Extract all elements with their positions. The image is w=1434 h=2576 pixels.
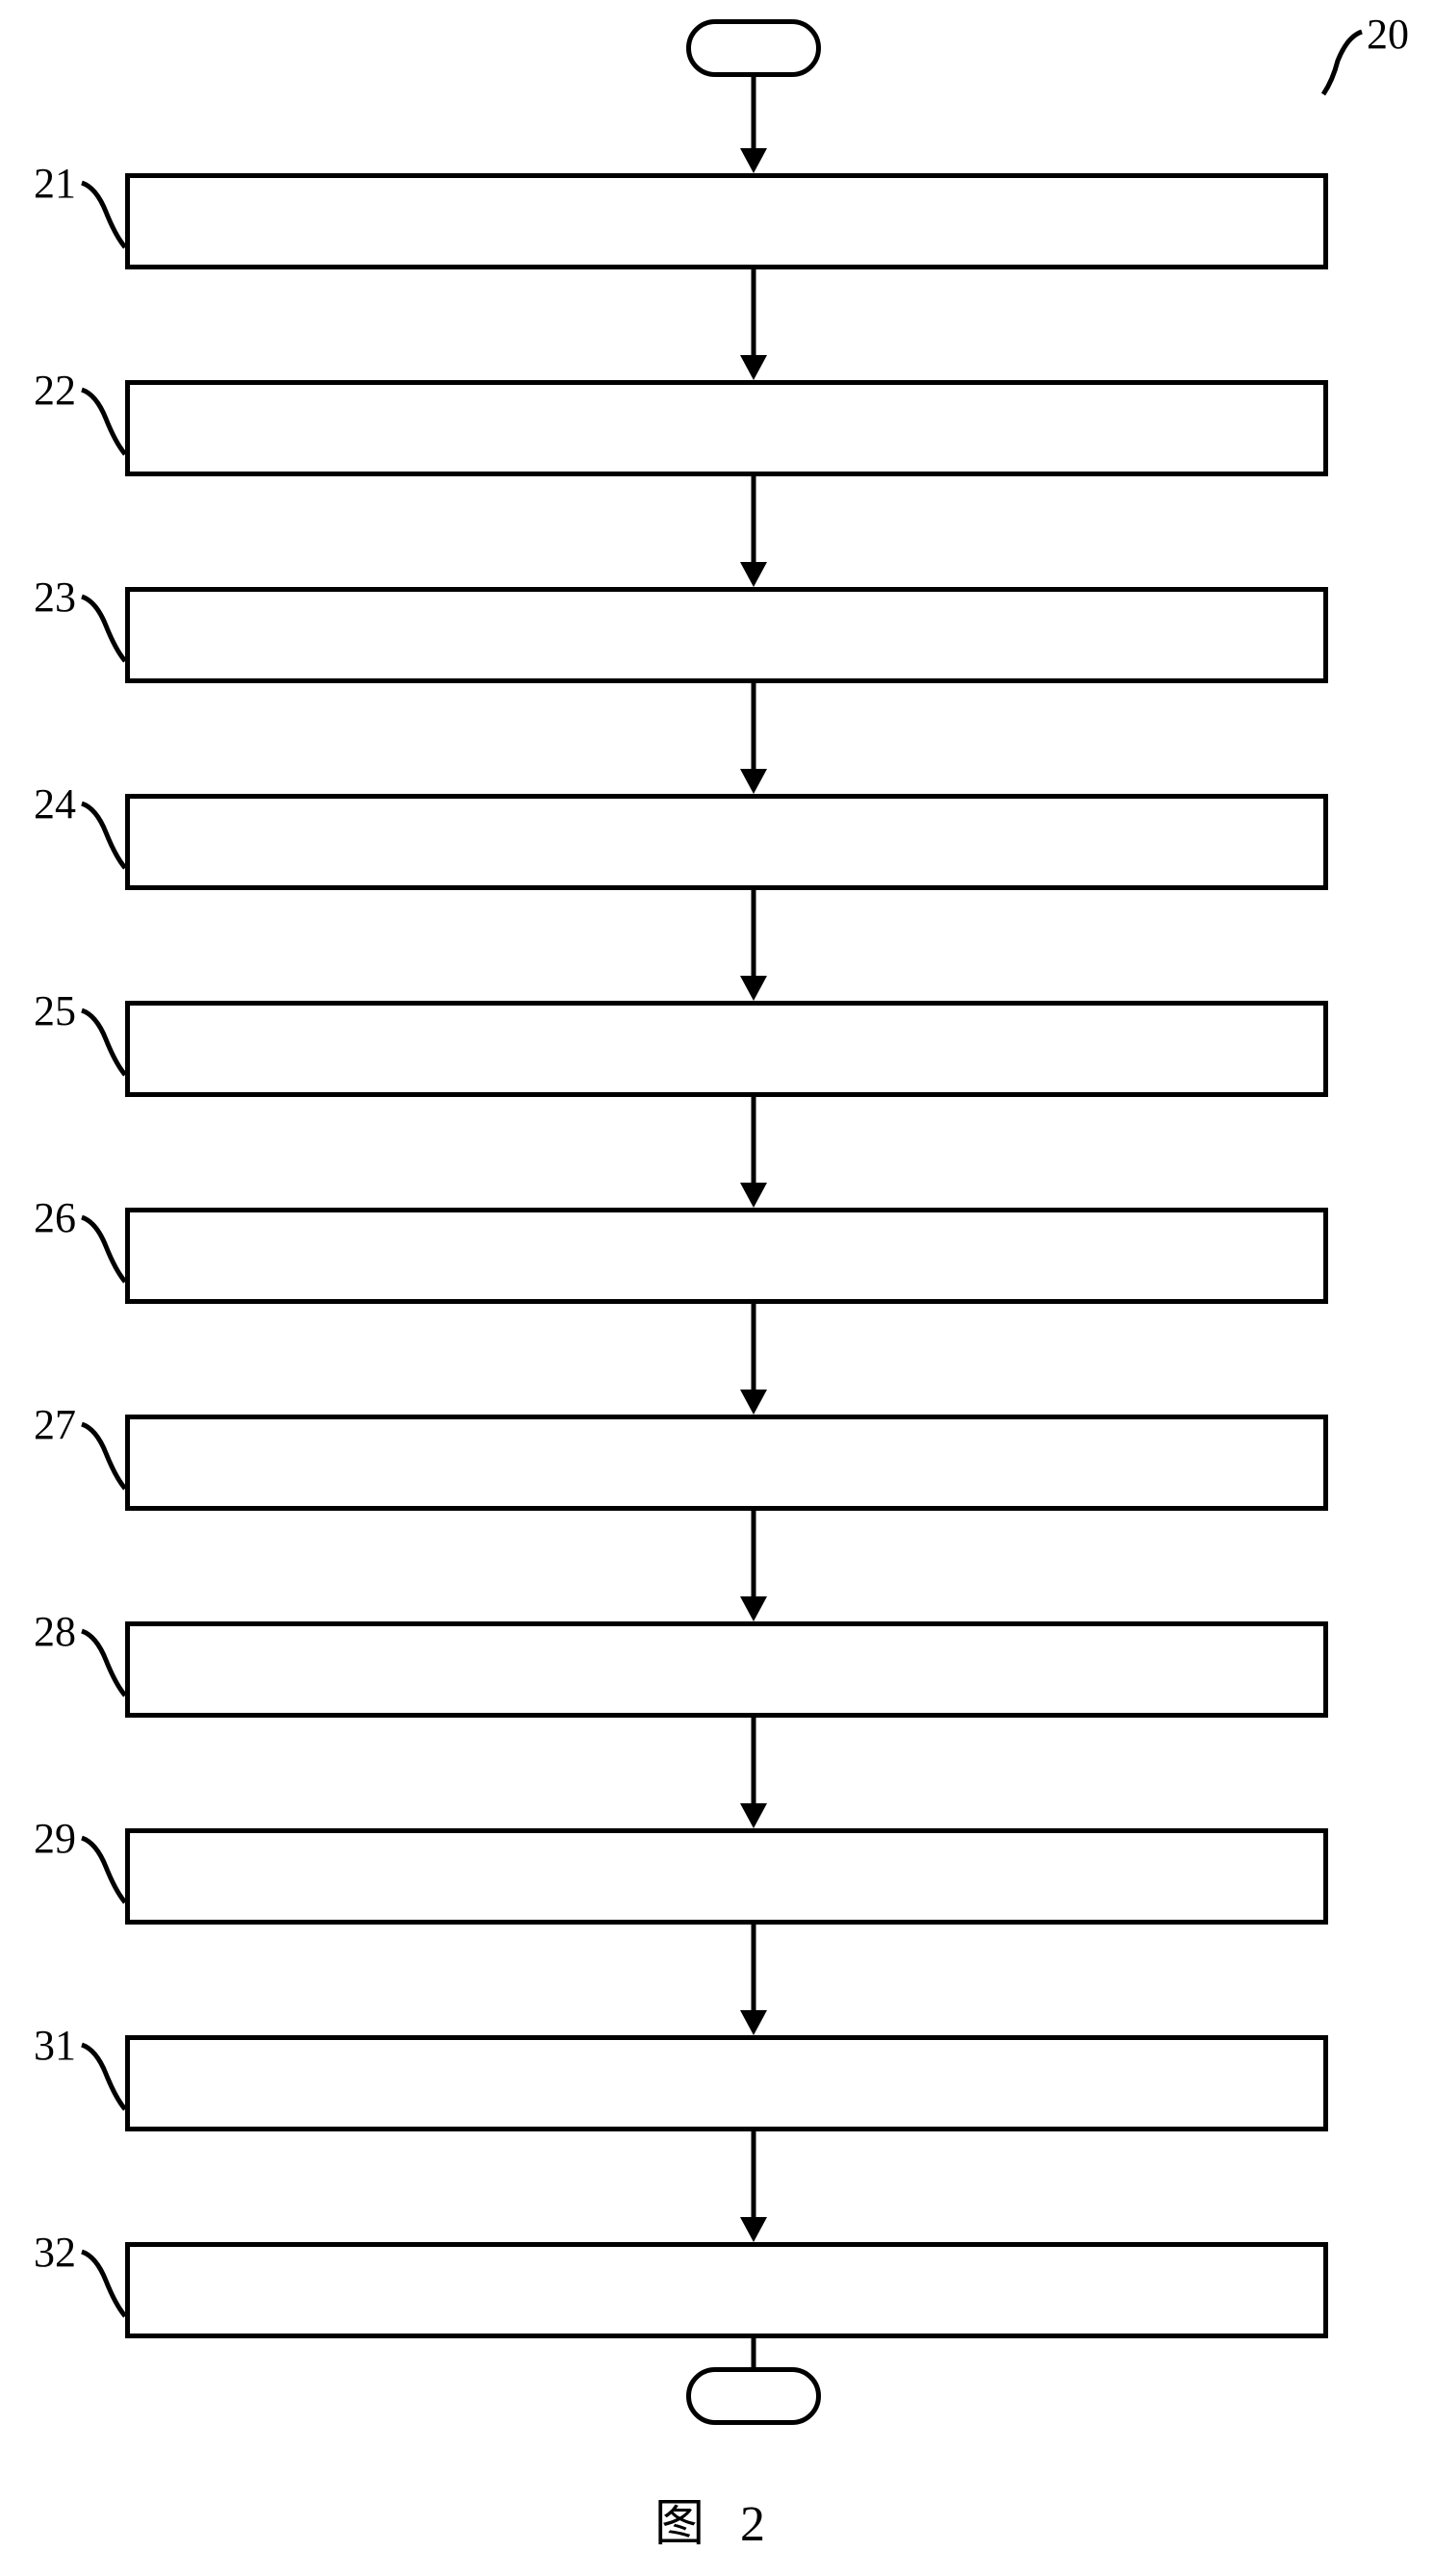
box-label-26: 26 — [34, 1193, 76, 1242]
arrow-10 — [736, 2131, 771, 2242]
arrow-3 — [736, 683, 771, 794]
process-box-31 — [125, 2035, 1328, 2131]
arrow-1 — [736, 269, 771, 380]
lead-line-32 — [77, 2247, 130, 2324]
arrow-5 — [736, 1097, 771, 1208]
process-box-28 — [125, 1621, 1328, 1718]
box-label-27: 27 — [34, 1400, 76, 1449]
box-label-32: 32 — [34, 2228, 76, 2277]
box-label-22: 22 — [34, 366, 76, 415]
arrow-7 — [736, 1511, 771, 1621]
lead-line-28 — [77, 1626, 130, 1703]
lead-line-22 — [77, 385, 130, 462]
arrow-end — [736, 2338, 771, 2367]
process-box-25 — [125, 1001, 1328, 1097]
process-box-29 — [125, 1828, 1328, 1925]
process-box-21 — [125, 173, 1328, 269]
process-box-22 — [125, 380, 1328, 476]
box-label-23: 23 — [34, 573, 76, 622]
arrow-2 — [736, 476, 771, 587]
box-label-28: 28 — [34, 1607, 76, 1656]
lead-line-29 — [77, 1833, 130, 1910]
terminator-end — [686, 2367, 821, 2425]
lead-line-21 — [77, 178, 130, 255]
lead-line-26 — [77, 1212, 130, 1289]
arrow-8 — [736, 1718, 771, 1828]
lead-line-24 — [77, 799, 130, 876]
terminator-start — [686, 19, 821, 77]
arrow-4 — [736, 890, 771, 1001]
box-label-24: 24 — [34, 779, 76, 829]
lead-line-23 — [77, 592, 130, 669]
arrow-9 — [736, 1925, 771, 2035]
flowchart-diagram: 20 21 22 23 24 — [0, 0, 1434, 2576]
process-box-24 — [125, 794, 1328, 890]
process-box-26 — [125, 1208, 1328, 1304]
process-box-32 — [125, 2242, 1328, 2338]
box-label-21: 21 — [34, 159, 76, 208]
process-box-23 — [125, 587, 1328, 683]
box-label-29: 29 — [34, 1814, 76, 1863]
lead-line-25 — [77, 1006, 130, 1083]
process-box-27 — [125, 1415, 1328, 1511]
lead-line-31 — [77, 2040, 130, 2117]
box-label-25: 25 — [34, 986, 76, 1035]
figure-caption: 图 2 — [654, 2483, 777, 2555]
lead-line-27 — [77, 1419, 130, 1496]
diagram-label-20: 20 — [1367, 10, 1409, 59]
arrow-6 — [736, 1304, 771, 1415]
arrow-0 — [736, 77, 771, 173]
box-label-31: 31 — [34, 2021, 76, 2070]
